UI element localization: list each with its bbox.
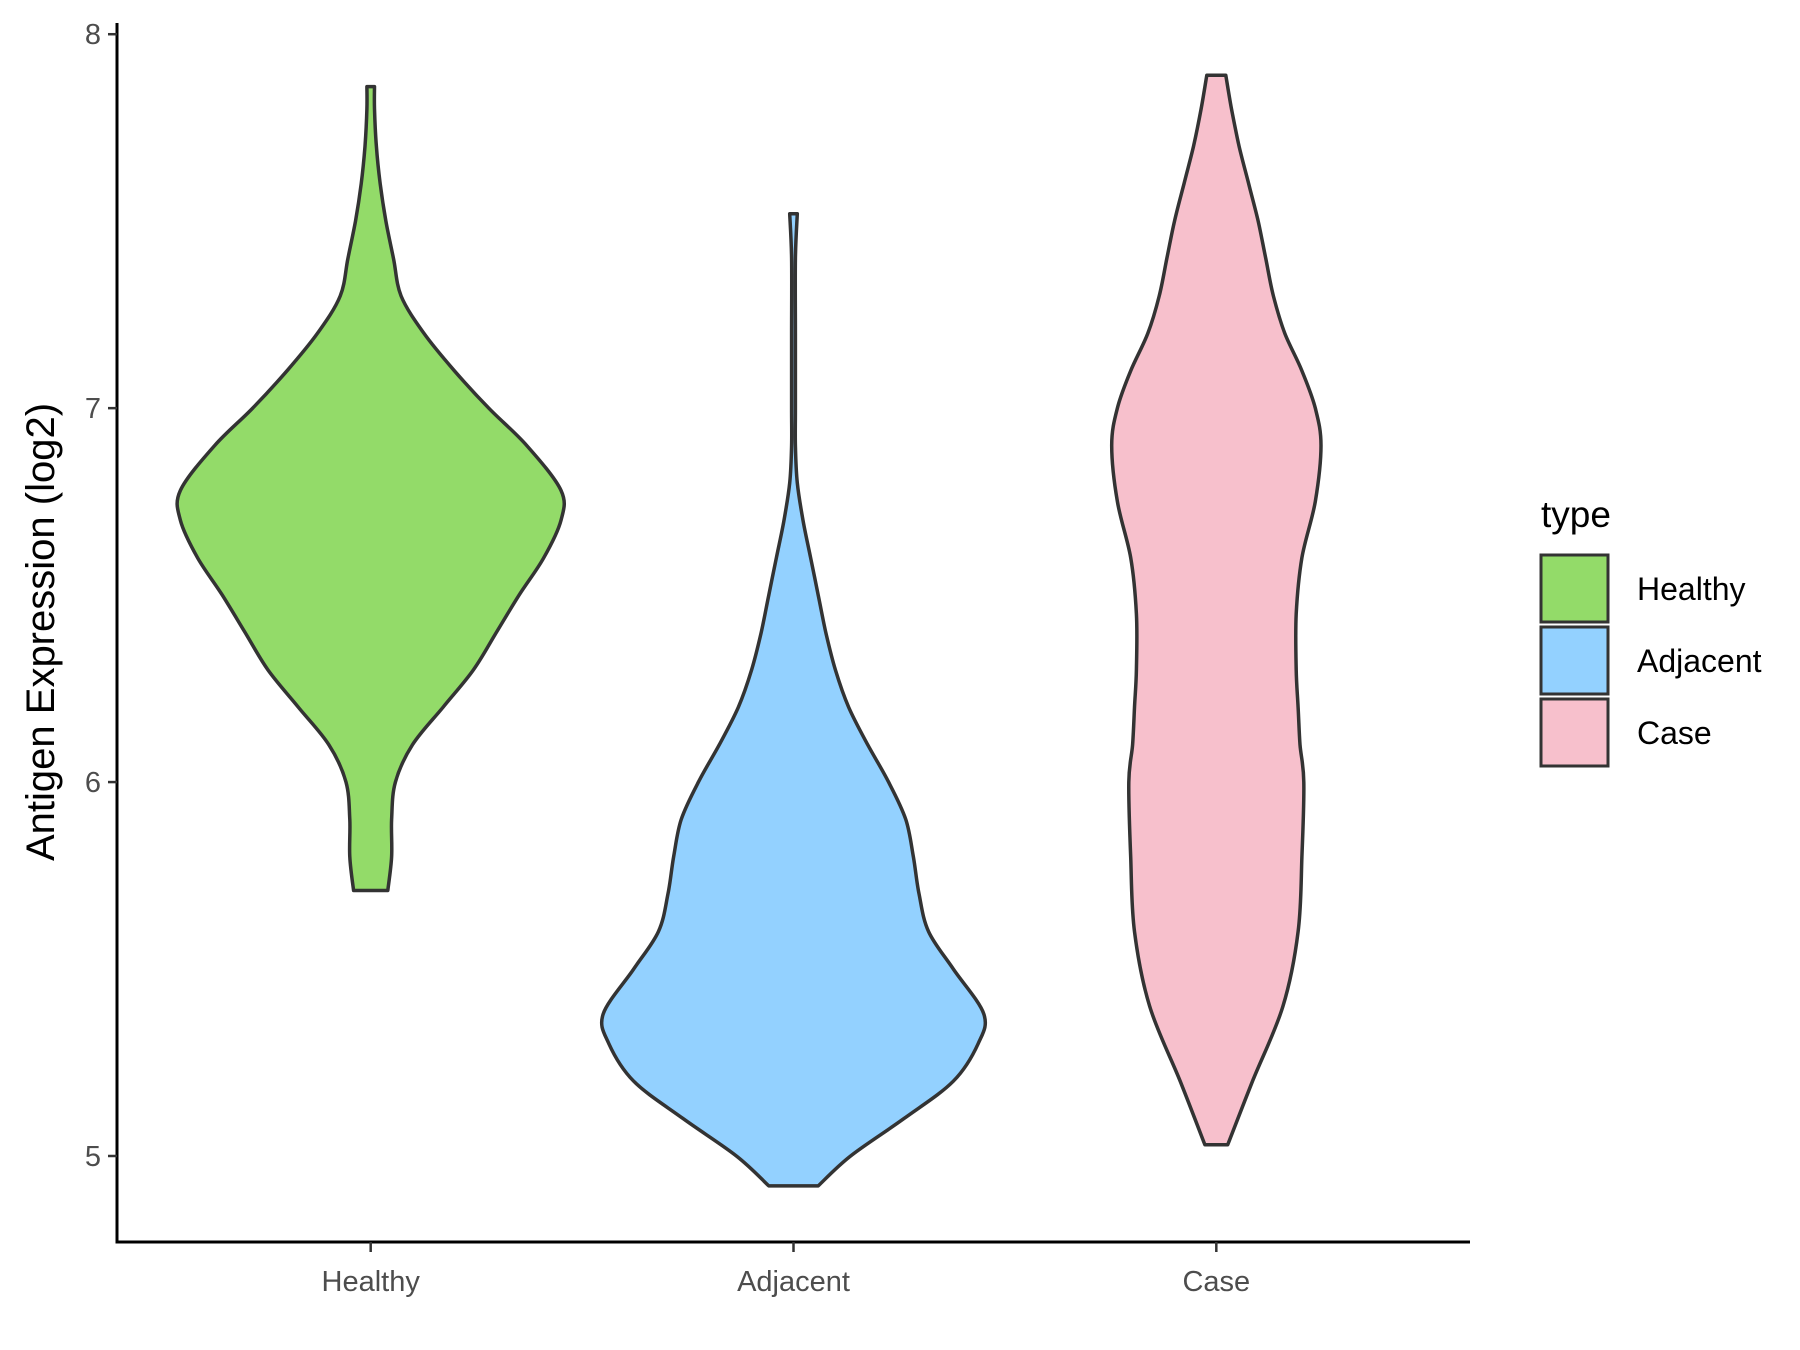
y-axis-title: Antigen Expression (log2): [19, 403, 63, 861]
x-ticks: Healthy Adjacent Case: [322, 1242, 1250, 1298]
x-tick-label: Healthy: [322, 1266, 421, 1298]
violin-healthy: [175, 84, 566, 893]
x-tick-label: Adjacent: [737, 1266, 850, 1298]
legend-key-adjacent: [1539, 625, 1610, 696]
axes: 5 6 7 8 Healthy Adjacent Case: [85, 19, 1470, 1298]
violin-case: [1109, 73, 1323, 1147]
violin-layer: [175, 73, 1323, 1188]
y-tick-label: 8: [85, 19, 101, 51]
legend-entries: Healthy Adjacent Case: [1539, 553, 1762, 768]
y-tick-label: 7: [85, 393, 101, 425]
y-tick-label: 5: [85, 1141, 101, 1173]
legend-key-healthy: [1539, 553, 1610, 624]
legend-label-healthy: Healthy: [1637, 571, 1746, 607]
legend: type Healthy Adjacent Case: [1539, 494, 1762, 768]
violin-adjacent: [599, 211, 988, 1188]
y-tick-label: 6: [85, 767, 101, 799]
x-tick-label: Case: [1182, 1266, 1250, 1298]
y-ticks: 5 6 7 8: [85, 19, 117, 1173]
legend-title: type: [1541, 494, 1611, 535]
legend-key-case: [1539, 697, 1610, 768]
legend-label-case: Case: [1637, 715, 1712, 751]
legend-label-adjacent: Adjacent: [1637, 643, 1762, 679]
